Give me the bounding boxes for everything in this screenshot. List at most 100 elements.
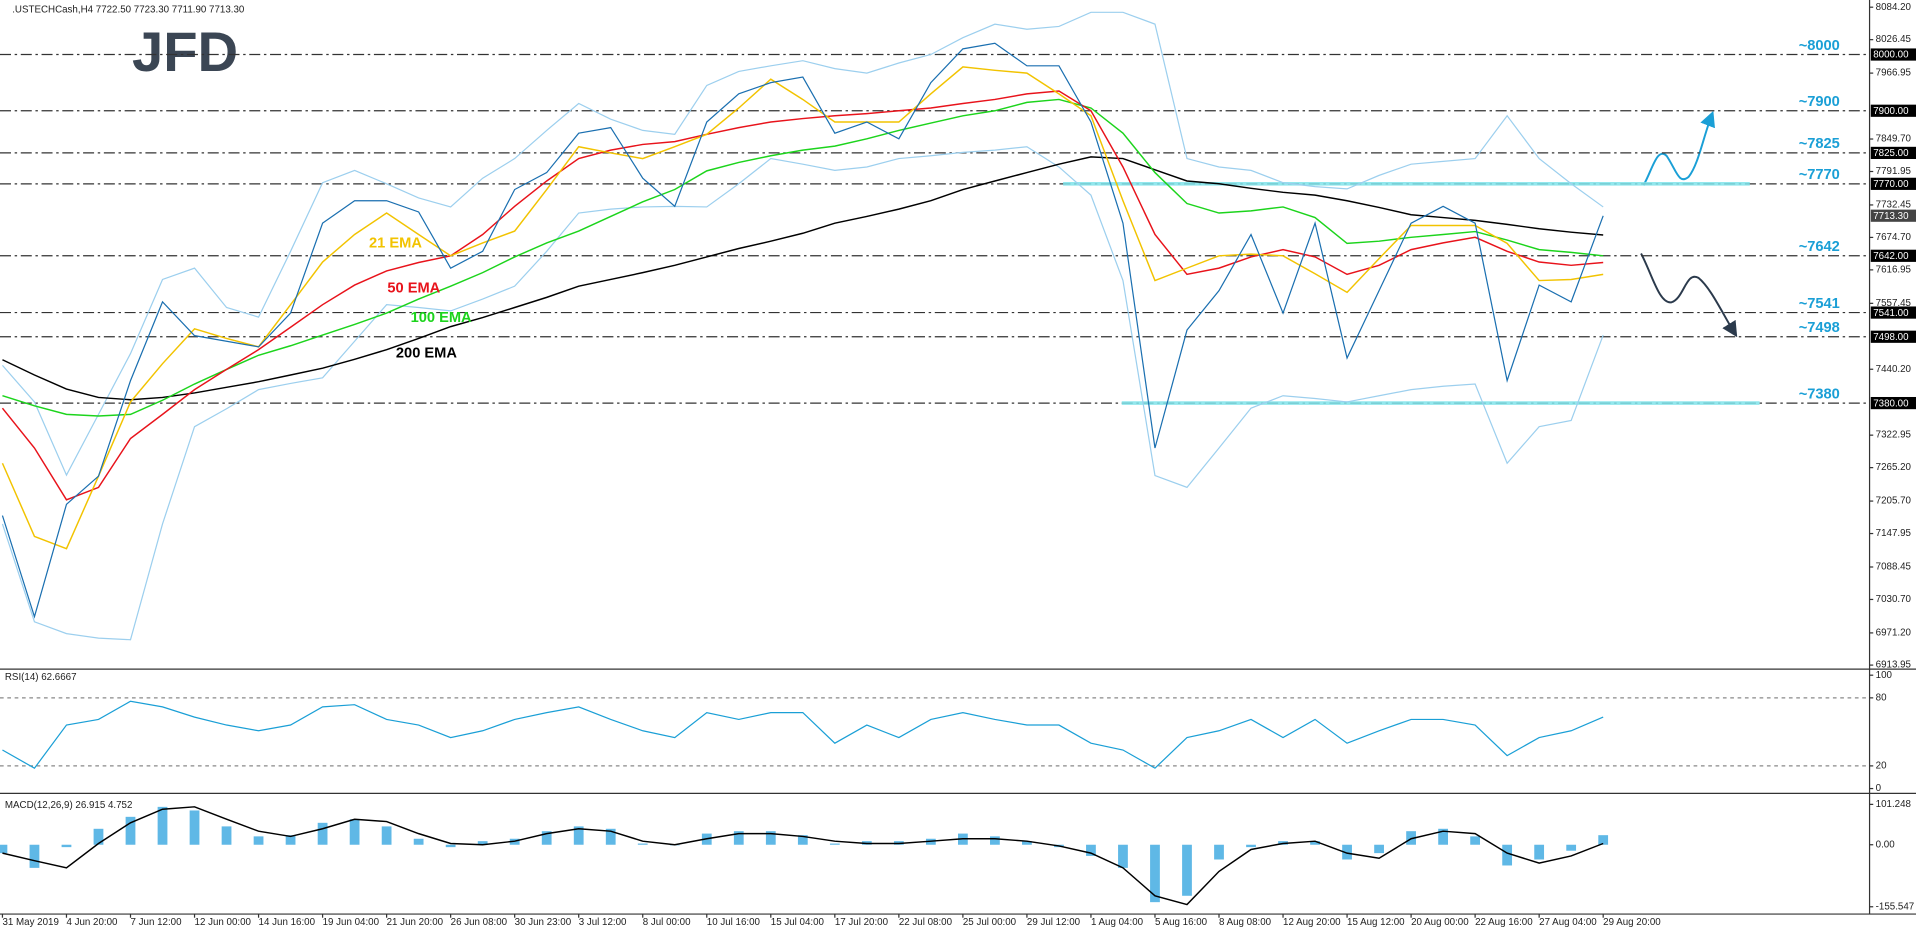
histogram-bar (1086, 844, 1096, 856)
histogram-bar (189, 810, 200, 845)
histogram-bar (349, 819, 360, 845)
series-line (1, 146, 1604, 641)
y-tick-label: 80 (1876, 692, 1887, 703)
level-axis-box (1870, 249, 1916, 262)
x-tick-label: 4 Jun 20:00 (66, 917, 118, 928)
y-tick-label: 20 (1876, 760, 1887, 771)
histogram-bar (0, 844, 8, 854)
x-tick-label: 14 Jun 16:00 (259, 917, 316, 928)
x-tick-label: 26 Jun 08:00 (451, 917, 508, 928)
histogram-bar (1534, 844, 1545, 860)
x-tick-label: 29 Jul 12:00 (1027, 917, 1081, 928)
histogram-bar (93, 828, 104, 845)
histogram-bar (1438, 828, 1448, 845)
histogram-bar (1406, 831, 1416, 845)
logo: JFD (132, 20, 238, 83)
histogram-bar (1118, 844, 1128, 868)
histogram-bar (1310, 841, 1320, 845)
y-tick-label: 7557.45 (1876, 298, 1912, 309)
level-label: ~7770 (1799, 167, 1840, 183)
x-tick-label: 5 Aug 16:00 (1155, 917, 1208, 928)
x-tick-label: 1 Aug 04:00 (1091, 917, 1144, 928)
histogram-bar (445, 844, 456, 848)
level-label: ~7541 (1799, 296, 1840, 312)
y-tick-label: 7030.70 (1876, 594, 1912, 605)
x-tick-label: 12 Aug 20:00 (1283, 917, 1341, 928)
histogram-bar (221, 826, 232, 845)
y-tick-label: 7147.95 (1876, 528, 1912, 539)
histogram-bar (1182, 844, 1192, 896)
histogram-bar (1342, 844, 1352, 860)
histogram-bar (990, 836, 1000, 845)
histogram-bar (157, 806, 168, 845)
level-axis-box (1870, 146, 1916, 160)
level-axis-label: 7825.00 (1873, 148, 1909, 159)
level-label: ~7825 (1799, 136, 1840, 152)
histogram-bar (573, 826, 584, 845)
histogram-bar (1502, 844, 1513, 866)
histogram-bar (1566, 844, 1577, 851)
level-axis-box (1870, 306, 1916, 319)
x-tick-label: 12 Jun 00:00 (195, 917, 252, 928)
x-tick-label: 31 May 2019 (2, 917, 58, 928)
x-tick-label: 25 Jul 00:00 (963, 917, 1017, 928)
histogram-bar (829, 843, 840, 845)
y-tick-label: 7791.95 (1876, 166, 1912, 177)
series-line (1, 90, 1604, 501)
x-tick-label: 17 Jul 20:00 (835, 917, 889, 928)
y-tick-label: 0.00 (1876, 839, 1896, 850)
level-axis-label: 8000.00 (1873, 50, 1909, 61)
y-tick-label: 7440.20 (1876, 364, 1912, 375)
level-label: ~7380 (1799, 386, 1840, 402)
series-line (2, 806, 1604, 906)
level-axis-label: 7498.00 (1873, 332, 1909, 343)
y-tick-label: -155.547 (1876, 901, 1915, 912)
y-tick-label: 7966.95 (1876, 68, 1912, 79)
rsi-title: RSI(14) 62.6667 (5, 672, 77, 683)
x-tick-label: 21 Jun 20:00 (387, 917, 444, 928)
x-tick-label: 19 Jun 04:00 (323, 917, 380, 928)
level-axis-label: 7541.00 (1873, 308, 1909, 319)
y-tick-label: 7849.70 (1876, 134, 1912, 145)
histogram-bar (1470, 836, 1481, 845)
x-tick-label: 7 Jun 12:00 (131, 917, 183, 928)
series-label: 21 EMA (369, 236, 422, 252)
histogram-bar (541, 831, 552, 845)
level-axis-box (1870, 48, 1916, 61)
histogram-bar (1150, 844, 1160, 903)
y-tick-label: 6971.20 (1876, 627, 1912, 638)
chart-title: .USTECHCash,H4 7722.50 7723.30 7711.90 7… (12, 4, 245, 15)
series-line (2, 156, 1604, 401)
histogram-bar (637, 843, 648, 845)
histogram-bar (797, 835, 808, 845)
level-label: ~8000 (1799, 38, 1840, 54)
y-tick-label: 7088.45 (1876, 562, 1912, 573)
histogram-bar (765, 831, 776, 845)
histogram-bar (1214, 844, 1224, 860)
level-label: ~7498 (1799, 320, 1840, 336)
histogram-bar (477, 841, 488, 845)
level-axis-box (1870, 177, 1916, 190)
y-tick-label: 100 (1876, 670, 1893, 681)
y-tick-label: 6913.95 (1876, 660, 1912, 671)
x-tick-label: 27 Aug 04:00 (1539, 917, 1597, 928)
x-tick-label: 3 Jul 12:00 (579, 917, 627, 928)
x-tick-label: 30 Jun 23:00 (515, 917, 572, 928)
level-axis-box (1870, 396, 1916, 410)
macd-title: MACD(12,26,9) 26.915 4.752 (5, 800, 133, 811)
histogram-bar (61, 844, 72, 848)
histogram-bar (1022, 841, 1032, 845)
histogram-bar (29, 844, 40, 868)
series-line (1, 42, 1604, 619)
series-label: 100 EMA (411, 310, 472, 326)
y-tick-label: 7265.20 (1876, 462, 1912, 473)
y-tick-label: 7732.45 (1876, 200, 1912, 211)
histogram-bar (381, 826, 392, 845)
level-axis-label: 7642.00 (1873, 251, 1909, 262)
level-axis-label: 7900.00 (1873, 106, 1909, 117)
level-axis-label: 7770.00 (1873, 179, 1909, 190)
y-tick-label: 7205.70 (1876, 496, 1912, 507)
y-tick-label: 7322.95 (1876, 430, 1912, 441)
